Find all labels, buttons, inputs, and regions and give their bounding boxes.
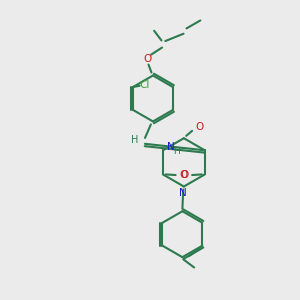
Text: N: N (167, 142, 175, 152)
Text: O: O (180, 170, 189, 180)
Text: N: N (178, 188, 186, 198)
Text: O: O (196, 122, 204, 132)
Text: Cl: Cl (139, 80, 149, 90)
Text: O: O (143, 54, 152, 64)
Text: H: H (131, 135, 138, 145)
Text: H: H (173, 147, 180, 156)
Text: O: O (179, 170, 188, 180)
